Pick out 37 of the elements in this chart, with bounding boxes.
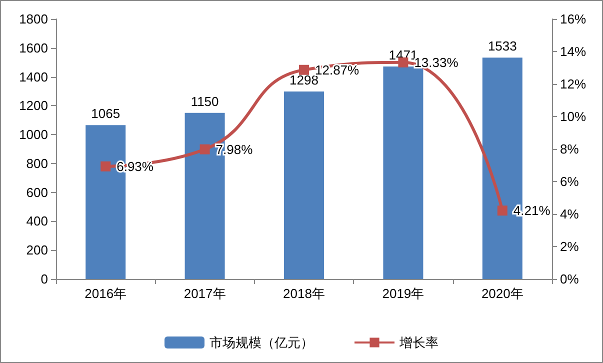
y-tick-label: 1400 — [19, 69, 48, 84]
bar — [284, 92, 324, 279]
y2-tick-label: 2% — [560, 239, 580, 254]
data-label: 13.33% — [414, 54, 459, 70]
bar — [383, 66, 424, 279]
point — [299, 64, 309, 75]
point — [497, 206, 508, 216]
x-tick-label: 2019年 — [382, 286, 424, 301]
data-label: 12.87% — [315, 62, 360, 78]
y2-tick-label: 10% — [560, 109, 586, 124]
y-tick-label: 1800 — [19, 12, 48, 26]
y2-tick-label: 14% — [560, 44, 586, 59]
y-tick-label: 0 — [40, 272, 48, 286]
legend-label: 市场规模（亿元） — [210, 335, 314, 350]
data-label: 1150 — [190, 94, 219, 109]
x-tick-label: 2020年 — [481, 286, 524, 301]
y2-tick-label: 0% — [560, 272, 580, 286]
y-tick-label: 600 — [26, 184, 48, 200]
data-label: 1533 — [488, 38, 517, 54]
y2-tick-label: 16% — [560, 12, 586, 26]
y2-tick-label: 4% — [560, 206, 580, 222]
x-tick-label: 2018年 — [283, 286, 325, 301]
y2-tick-label: 6% — [560, 174, 580, 189]
y-tick-label: 1600 — [19, 40, 48, 56]
y-tick-label: 1000 — [19, 127, 48, 142]
point — [100, 161, 111, 172]
y2-tick-label: 12% — [560, 76, 586, 92]
point — [200, 144, 210, 154]
y-tick-label: 1200 — [19, 98, 48, 114]
y-tick-label: 800 — [26, 156, 48, 171]
x-tick-label: 2016年 — [84, 286, 127, 301]
y-tick-label: 200 — [26, 242, 48, 258]
data-label: 1065 — [91, 106, 120, 122]
x-tick-label: 2017年 — [184, 286, 226, 301]
y2-tick-label: 8% — [560, 142, 580, 156]
y-tick-label: 400 — [26, 214, 48, 229]
legend-label: 增长率 — [398, 335, 438, 350]
